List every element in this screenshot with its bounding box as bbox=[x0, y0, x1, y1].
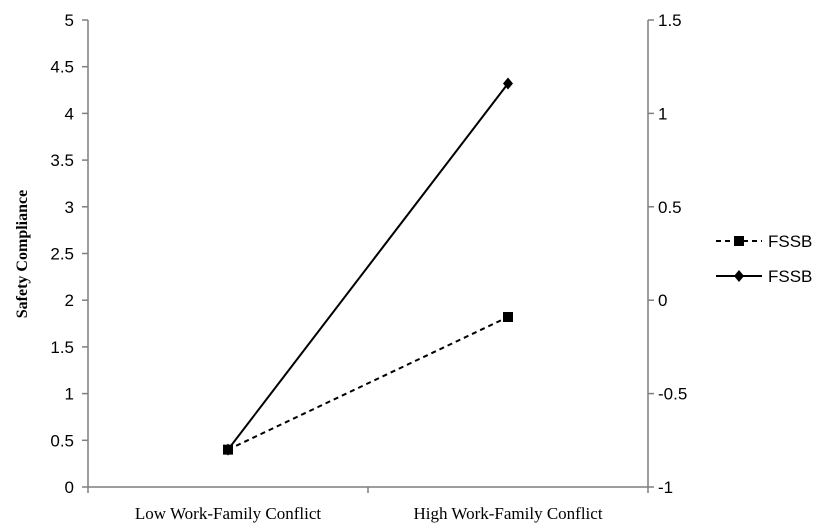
y2-tick-label: -0.5 bbox=[658, 385, 687, 404]
y-tick-label: 4.5 bbox=[50, 58, 74, 77]
series-marker-diamond bbox=[503, 77, 513, 90]
legend-item: FSSB bbox=[716, 232, 812, 251]
y-tick-label: 2.5 bbox=[50, 245, 74, 264]
y-tick-label: 0 bbox=[65, 478, 74, 497]
y-tick-label: 3 bbox=[65, 198, 74, 217]
y-axis-label: Safety Compliance bbox=[14, 190, 31, 318]
x-category-label: High Work-Family Conflict bbox=[413, 504, 602, 523]
series-layer bbox=[223, 77, 513, 456]
legend-item: FSSB bbox=[716, 267, 812, 286]
x-category-label: Low Work-Family Conflict bbox=[135, 504, 322, 523]
y-tick-label: 1.5 bbox=[50, 338, 74, 357]
y-tick-label: 1 bbox=[65, 385, 74, 404]
series-solid bbox=[223, 77, 513, 456]
legend-label: FSSB bbox=[768, 267, 812, 286]
y2-tick-label: 1.5 bbox=[658, 11, 682, 30]
x-axis-ticks: Low Work-Family Conflict High Work-Family… bbox=[87, 487, 649, 523]
y2-axis-ticks: -1 -0.5 0 0.5 1 1.5 bbox=[648, 11, 687, 497]
series-marker-diamond bbox=[734, 270, 744, 282]
y2-tick-label: 0.5 bbox=[658, 198, 682, 217]
y-tick-label: 2 bbox=[65, 291, 74, 310]
y-tick-label: 3.5 bbox=[50, 151, 74, 170]
y-tick-label: 4 bbox=[65, 104, 74, 123]
series-marker-square bbox=[503, 312, 513, 323]
series-dashed bbox=[223, 312, 513, 455]
y-tick-label: 0.5 bbox=[50, 431, 74, 450]
series-marker-square bbox=[734, 236, 744, 246]
y-tick-label: 5 bbox=[65, 11, 74, 30]
series-line bbox=[227, 316, 509, 451]
y2-tick-label: -1 bbox=[658, 478, 673, 497]
y-axis-ticks: 0 0.5 1 1.5 2 2.5 3 3.5 4 4.5 5 bbox=[50, 11, 88, 497]
legend-label: FSSB bbox=[768, 232, 812, 251]
plot-area bbox=[87, 20, 649, 488]
series-marker-diamond bbox=[223, 443, 233, 456]
series-line bbox=[227, 82, 509, 451]
y2-tick-label: 1 bbox=[658, 104, 667, 123]
y2-tick-label: 0 bbox=[658, 291, 667, 310]
legend: FSSB FSSB bbox=[716, 232, 812, 286]
